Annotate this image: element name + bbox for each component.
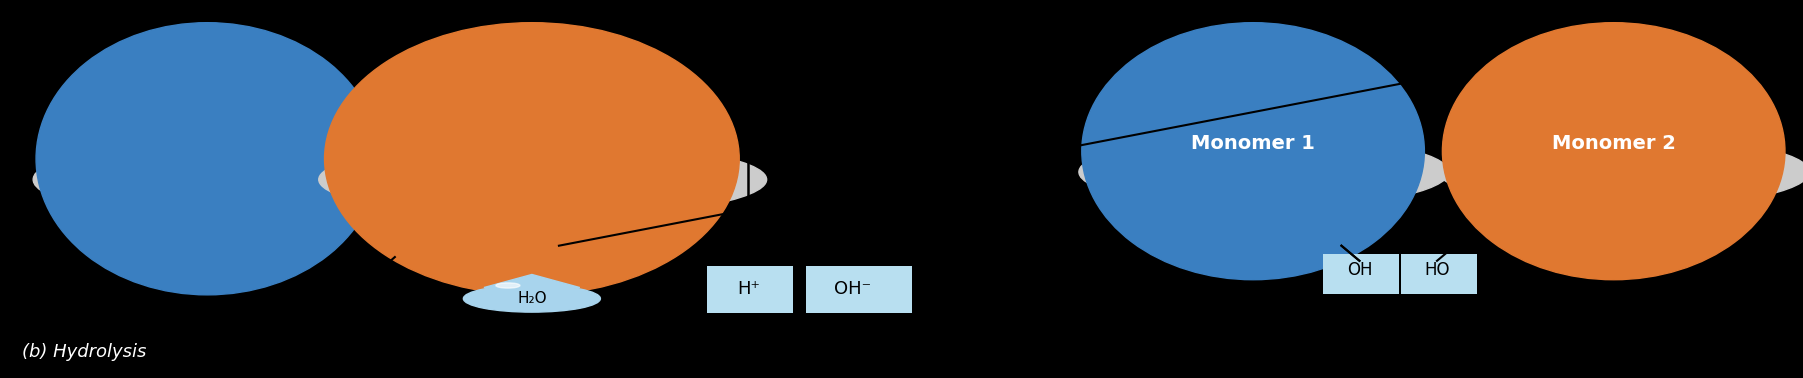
Ellipse shape <box>463 285 600 312</box>
Polygon shape <box>483 274 581 288</box>
Text: +: + <box>790 280 808 299</box>
Text: Monomer 2: Monomer 2 <box>1552 134 1675 153</box>
Ellipse shape <box>319 141 766 218</box>
Ellipse shape <box>36 23 379 295</box>
Text: O: O <box>366 278 380 296</box>
Text: H₂O: H₂O <box>517 291 546 306</box>
Text: H⁺: H⁺ <box>737 280 759 298</box>
Ellipse shape <box>325 23 739 295</box>
Text: OH: OH <box>1347 261 1372 279</box>
FancyBboxPatch shape <box>1401 254 1477 294</box>
Ellipse shape <box>1082 23 1424 280</box>
Ellipse shape <box>1078 136 1450 208</box>
Text: Monomer 1: Monomer 1 <box>1192 134 1314 153</box>
Text: (b) Hydrolysis: (b) Hydrolysis <box>22 342 146 361</box>
Ellipse shape <box>1439 136 1803 208</box>
Ellipse shape <box>496 283 519 288</box>
FancyBboxPatch shape <box>707 266 793 313</box>
Text: OH⁻: OH⁻ <box>835 280 871 298</box>
Ellipse shape <box>32 141 404 218</box>
FancyBboxPatch shape <box>1323 254 1399 294</box>
Text: HO: HO <box>1424 261 1450 279</box>
FancyBboxPatch shape <box>806 266 912 313</box>
Ellipse shape <box>1442 23 1785 280</box>
